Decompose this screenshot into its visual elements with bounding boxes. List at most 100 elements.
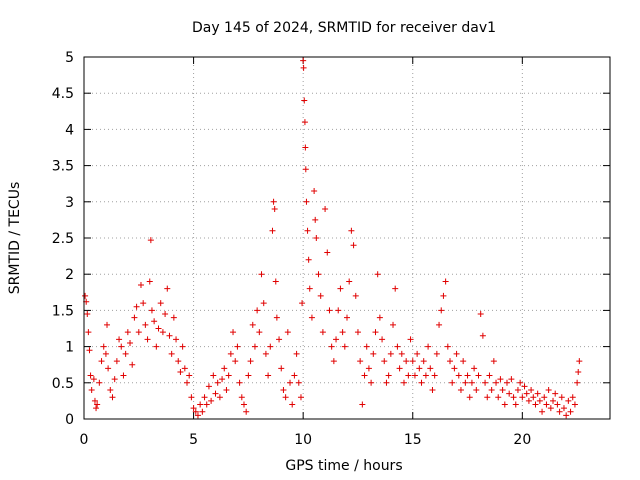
data-point	[440, 292, 447, 299]
data-point	[346, 278, 353, 285]
data-point	[278, 365, 285, 372]
y-tick-label: 2.5	[52, 231, 74, 247]
data-point	[414, 350, 421, 357]
data-point	[118, 343, 125, 350]
data-point	[272, 278, 279, 285]
data-point	[407, 336, 414, 343]
data-point	[88, 387, 95, 394]
data-point	[146, 278, 153, 285]
data-point	[276, 336, 283, 343]
data-point	[225, 372, 232, 379]
data-point	[335, 307, 342, 314]
data-point	[411, 372, 418, 379]
data-point	[188, 394, 195, 401]
plot-border	[83, 56, 611, 420]
data-point	[214, 379, 221, 386]
data-point	[84, 311, 91, 318]
data-point	[273, 314, 280, 321]
data-point	[556, 408, 563, 415]
y-axis-label: SRMTID / TECUs	[7, 182, 23, 295]
data-point	[216, 394, 223, 401]
data-point	[376, 314, 383, 321]
data-point	[234, 343, 241, 350]
data-point	[460, 358, 467, 365]
data-point	[530, 394, 537, 401]
data-point	[159, 329, 166, 336]
data-point	[199, 408, 206, 415]
data-point	[315, 271, 322, 278]
data-point	[571, 401, 578, 408]
data-point	[543, 401, 550, 408]
x-tick-label: 0	[80, 432, 89, 448]
data-point	[301, 97, 308, 104]
data-point	[337, 285, 344, 292]
data-point	[153, 343, 160, 350]
data-point	[490, 358, 497, 365]
data-point	[90, 376, 97, 383]
data-point	[506, 390, 513, 397]
data-point	[357, 358, 364, 365]
data-point	[385, 372, 392, 379]
data-point	[361, 372, 368, 379]
data-point	[576, 358, 583, 365]
data-point	[563, 412, 570, 419]
data-point	[495, 394, 502, 401]
data-point	[519, 394, 526, 401]
data-point	[471, 365, 478, 372]
data-point	[374, 271, 381, 278]
data-point	[326, 307, 333, 314]
data-point	[534, 390, 541, 397]
data-point	[258, 271, 265, 278]
data-point	[260, 300, 267, 307]
data-point	[429, 387, 436, 394]
data-point	[162, 311, 169, 318]
data-point	[521, 383, 528, 390]
data-point	[442, 278, 449, 285]
data-point	[284, 329, 291, 336]
data-point	[289, 401, 296, 408]
grid-lines	[84, 57, 610, 419]
y-tick-label: 1	[65, 340, 74, 356]
data-point	[418, 379, 425, 386]
data-point	[420, 358, 427, 365]
data-point	[451, 365, 458, 372]
data-point	[148, 307, 155, 314]
data-point	[144, 336, 151, 343]
data-point	[552, 390, 559, 397]
data-point	[322, 206, 329, 213]
data-point	[436, 321, 443, 328]
data-point	[427, 365, 434, 372]
data-point	[425, 343, 432, 350]
data-point	[468, 379, 475, 386]
data-point	[532, 401, 539, 408]
data-point	[293, 350, 300, 357]
data-point	[422, 372, 429, 379]
data-point	[462, 379, 469, 386]
data-point	[547, 405, 554, 412]
data-point	[558, 394, 565, 401]
data-point	[223, 387, 230, 394]
y-tick-label: 1.5	[52, 303, 74, 319]
data-point	[129, 361, 136, 368]
data-point	[124, 329, 131, 336]
data-point	[116, 336, 123, 343]
data-point	[192, 408, 199, 415]
y-tick-label: 2	[65, 267, 74, 283]
data-point	[302, 144, 309, 151]
data-point	[528, 387, 535, 394]
data-point	[137, 282, 144, 289]
data-point	[177, 368, 184, 375]
x-tick-label: 15	[404, 432, 422, 448]
data-point	[85, 329, 92, 336]
data-point	[265, 372, 272, 379]
data-point	[324, 249, 331, 256]
data-point	[449, 379, 456, 386]
data-point	[312, 216, 319, 223]
data-point	[370, 350, 377, 357]
data-point	[181, 365, 188, 372]
x-tick-label: 10	[294, 432, 312, 448]
data-point	[368, 379, 375, 386]
data-point	[300, 64, 307, 71]
data-point	[394, 343, 401, 350]
y-tick-label: 0.5	[52, 376, 74, 392]
